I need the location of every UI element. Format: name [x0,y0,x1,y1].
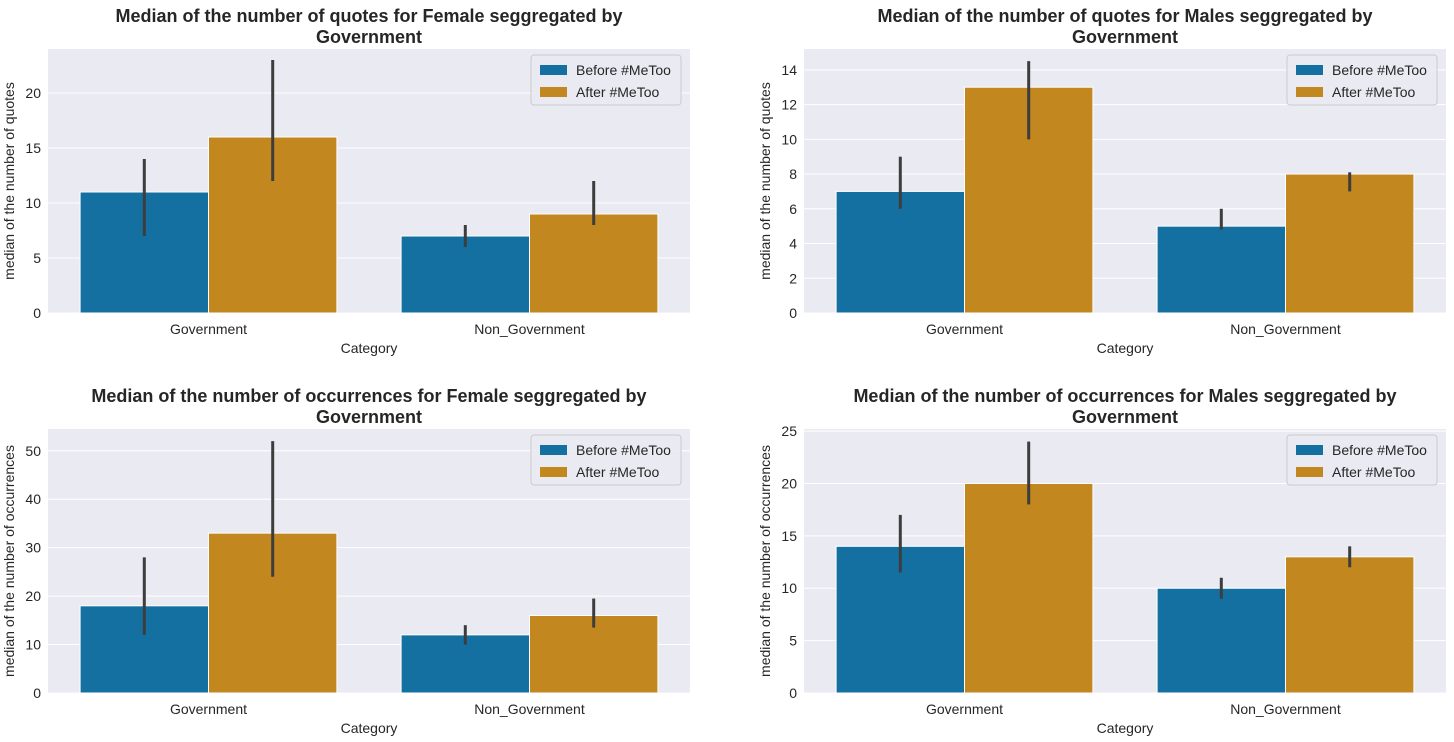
y-tick-label: 0 [789,305,797,321]
chart-title-line: Median of the number of quotes for Femal… [115,6,622,26]
chart-2: 0 2 4 6 8 10 12 14 Government Non_Government Categ… [757,6,1446,356]
chart-title-line: Median of the number of occurrences for … [91,386,646,406]
bar-before [1156,225,1286,314]
legend-frame [1286,54,1438,106]
chart-title: Median of the number of quotes for Femal… [115,6,622,47]
legend-label: Before #MeToo [1332,62,1427,78]
y-tick-label: 10 [781,580,797,596]
y-tick-label: 0 [789,685,797,701]
legend-label: After #MeToo [576,84,659,100]
y-tick-label: 2 [789,270,797,286]
y-tick-label: 15 [781,528,797,544]
y-tick-label: 50 [25,443,41,459]
chart-title-line: Median of the number of quotes for Males… [877,6,1372,26]
y-tick-label: 10 [781,131,797,147]
y-axis-label: median of the number of occurrences [1,445,17,677]
legend-swatch [540,65,567,75]
legend-label: After #MeToo [1332,464,1415,480]
bar-after [1285,556,1415,694]
y-tick-label: 0 [33,685,41,701]
bar-before [835,190,965,314]
legend-frame [530,434,682,486]
y-tick-label: 20 [25,588,41,604]
legend-label: Before #MeToo [576,442,671,458]
x-axis-label: Category [1097,340,1154,356]
chart-title-line: Median of the number of occurrences for … [853,386,1396,406]
y-tick-label: 0 [33,305,41,321]
chart-3: 0 10 20 30 40 50 Government Non_Government Categ… [1,386,690,736]
legend-frame [1286,434,1438,486]
chart-title-line: Government [1072,407,1178,427]
bar-after [529,213,659,314]
legend-label: After #MeToo [1332,84,1415,100]
chart-title-line: Government [316,407,422,427]
y-axis-label: median of the number of occurrences [757,445,773,677]
legend-swatch [540,467,567,477]
legend: Before #MeToo After #MeToo [1286,434,1438,486]
y-tick-label: 14 [781,62,797,78]
y-tick-label: 12 [781,97,797,113]
y-tick-label: 20 [25,85,41,101]
legend-label: Before #MeToo [1332,442,1427,458]
legend-frame [530,54,682,106]
x-tick-label: Non_Government [474,701,585,717]
x-tick-label: Non_Government [1230,701,1341,717]
bar-before [400,235,530,314]
chart-title: Median of the number of occurrences for … [91,386,646,427]
bar-after [964,482,1094,694]
legend-swatch [1296,445,1323,455]
bar-after [964,86,1094,314]
x-axis-label: Category [1097,720,1154,736]
x-axis-label: Category [341,720,398,736]
y-tick-label: 10 [25,195,41,211]
bar-after [529,614,659,694]
x-tick-label: Non_Government [474,321,585,337]
chart-1: 0 5 10 15 20 Government Non_Government Category… [1,6,690,356]
bar-after [1285,173,1415,314]
y-tick-label: 10 [25,637,41,653]
chart-title-line: Government [316,27,422,47]
legend-swatch [1296,65,1323,75]
y-tick-label: 6 [789,201,797,217]
legend-swatch [540,87,567,97]
legend-label: After #MeToo [576,464,659,480]
chart-title: Median of the number of occurrences for … [853,386,1396,427]
legend-swatch [1296,87,1323,97]
y-tick-label: 4 [789,236,797,252]
legend: Before #MeToo After #MeToo [530,54,682,106]
x-tick-label: Government [926,321,1003,337]
chart-title: Median of the number of quotes for Males… [877,6,1372,47]
bar-before [1156,587,1286,694]
x-axis-label: Category [341,340,398,356]
legend-label: Before #MeToo [576,62,671,78]
legend: Before #MeToo After #MeToo [530,434,682,486]
x-tick-label: Non_Government [1230,321,1341,337]
legend-swatch [540,445,567,455]
y-axis-label: median of the number of quotes [1,82,17,280]
chart-title-line: Government [1072,27,1178,47]
y-tick-label: 5 [33,250,41,266]
y-tick-label: 25 [781,423,797,439]
y-tick-label: 30 [25,540,41,556]
x-tick-label: Government [926,701,1003,717]
legend-swatch [1296,467,1323,477]
chart-4: 0 5 10 15 20 25 Government Non_Government Catego… [757,386,1446,736]
y-tick-label: 15 [25,140,41,156]
legend: Before #MeToo After #MeToo [1286,54,1438,106]
y-tick-label: 8 [789,166,797,182]
y-tick-label: 20 [781,475,797,491]
y-tick-label: 40 [25,491,41,507]
x-tick-label: Government [170,701,247,717]
y-tick-label: 5 [789,633,797,649]
x-tick-label: Government [170,321,247,337]
y-axis-label: median of the number of quotes [757,82,773,280]
